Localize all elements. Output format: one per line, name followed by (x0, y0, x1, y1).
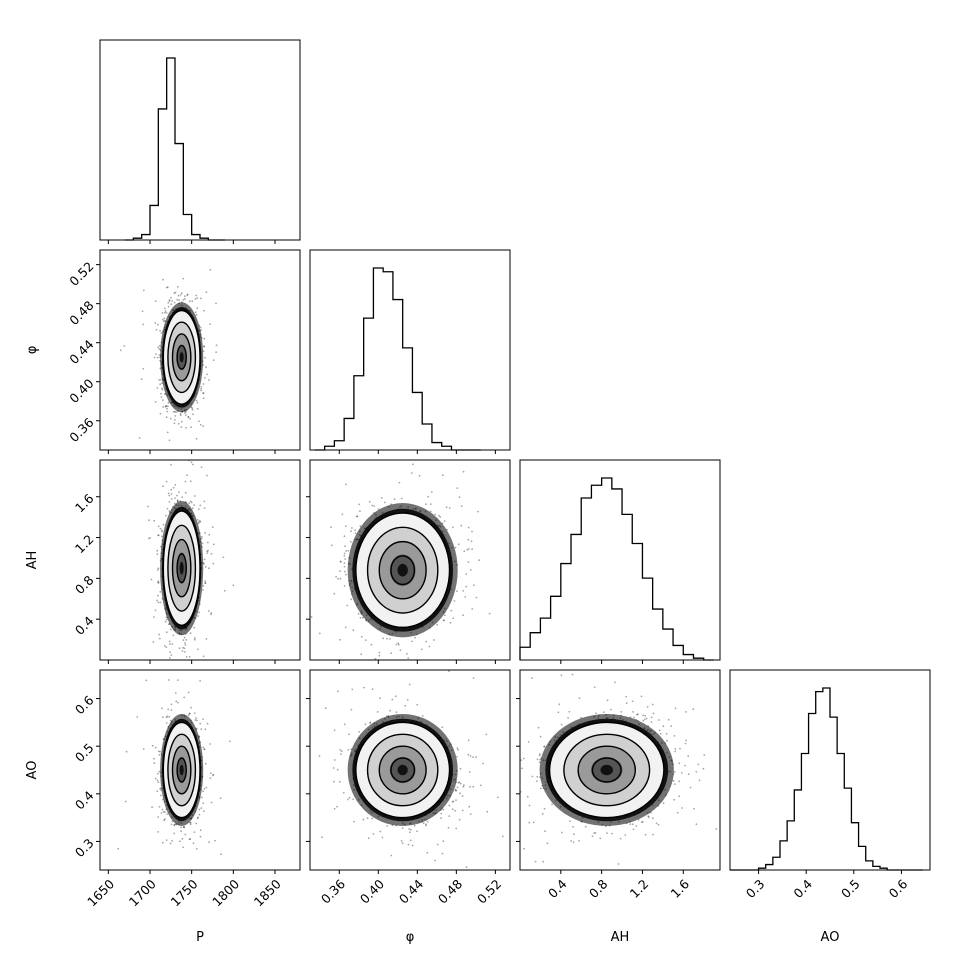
contour-line (390, 555, 416, 586)
contour-line (577, 745, 637, 795)
density-fills (163, 511, 201, 626)
density-panel-ah-ao (519, 669, 721, 871)
contour-line (591, 757, 622, 783)
y-tick-label: 0.4 (72, 613, 97, 638)
contour-lines (162, 309, 201, 405)
panel-frame (99, 459, 301, 661)
contour-line (390, 757, 416, 783)
histogram-step-line (519, 477, 714, 661)
histogram-p (99, 39, 301, 241)
histogram-ao (729, 669, 931, 871)
y-tick-label: 0.44 (66, 337, 96, 367)
contour-line (176, 344, 187, 370)
x-axis-label-ah: AH (611, 930, 630, 945)
x-axis-label-phi: φ (406, 930, 415, 945)
density-panel-phi-ao (309, 669, 511, 871)
contour-lines (162, 721, 201, 819)
y-tick-label: 0.40 (66, 376, 96, 406)
contour-line (171, 745, 192, 795)
x-tick-label: 0.3 (743, 876, 768, 901)
density-panel-p-ah (99, 459, 301, 661)
density-fills (163, 310, 201, 405)
histogram-step-line (314, 267, 481, 451)
y-tick-label: 0.3 (72, 835, 97, 860)
histogram-ah (519, 459, 721, 661)
panel-frame (309, 669, 511, 871)
contour-line (162, 309, 201, 405)
contour-line (176, 757, 187, 783)
contour-line (162, 510, 201, 627)
contour-line (355, 512, 451, 629)
contour-line (176, 553, 187, 584)
x-tick-label: 0.40 (357, 876, 387, 906)
y-tick-label: 0.4 (72, 788, 97, 813)
panel-frame (519, 459, 721, 661)
x-tick-label: 0.52 (474, 876, 504, 906)
contour-line (548, 721, 665, 819)
contour-line (171, 538, 192, 598)
contour-line (563, 733, 651, 807)
histogram-step-line (125, 57, 225, 241)
panel-frame (309, 249, 511, 451)
contour-line (167, 524, 197, 612)
contour-line (167, 321, 197, 394)
panel-frame (99, 669, 301, 871)
y-tick-label: 1.2 (72, 532, 97, 557)
x-tick-label: 0.4 (790, 876, 815, 901)
y-tick-label: 0.36 (66, 415, 96, 445)
x-tick-label: 0.8 (586, 876, 611, 901)
x-axis-label-p: P (196, 930, 204, 945)
density-panel-p-phi (99, 249, 301, 451)
y-tick-label: 0.8 (72, 572, 97, 597)
contour-line (366, 733, 439, 807)
histogram-step-line (730, 687, 923, 871)
contour-line (167, 733, 197, 807)
contour-line (378, 540, 427, 600)
contour-lines (162, 510, 201, 627)
contour-line (355, 721, 451, 819)
x-tick-label: 1850 (251, 876, 284, 909)
panel-frame (309, 459, 511, 661)
contour-line (366, 526, 439, 614)
x-tick-label: 0.5 (838, 876, 863, 901)
y-tick-label: 0.52 (66, 259, 96, 289)
x-tick-label: 0.4 (545, 876, 570, 901)
contour-lines (355, 512, 451, 629)
panel-frame (519, 669, 721, 871)
y-tick-label: 0.6 (72, 693, 97, 718)
panel-frame (99, 39, 301, 241)
y-tick-label: 0.5 (72, 740, 97, 765)
x-tick-label: 1650 (84, 876, 117, 909)
x-tick-label: 0.36 (318, 876, 348, 906)
contour-line (171, 333, 192, 382)
y-axis-label-phi: φ (25, 346, 40, 355)
x-tick-label: 0.48 (435, 876, 465, 906)
x-tick-label: 0.6 (886, 876, 911, 901)
contour-line (162, 721, 201, 819)
y-tick-label: 0.48 (66, 298, 96, 328)
density-panel-p-ao (99, 669, 301, 871)
x-tick-label: 0.44 (396, 876, 426, 906)
contour-line (378, 745, 427, 795)
density-fills (163, 722, 201, 818)
x-tick-label: 1.2 (627, 876, 652, 901)
x-tick-label: 1.6 (667, 876, 692, 901)
density-fills (355, 513, 450, 628)
contour-lines (355, 721, 451, 819)
contour-lines (548, 721, 665, 819)
density-panel-phi-ah (309, 459, 511, 661)
y-axis-label-ao: AO (25, 761, 40, 780)
x-tick-label: 1700 (126, 876, 159, 909)
y-tick-label: 1.6 (72, 491, 97, 516)
density-fills (355, 722, 450, 818)
x-axis-label-ao: AO (821, 930, 840, 945)
histogram-phi (309, 249, 511, 451)
y-axis-label-ah: AH (25, 551, 40, 570)
x-tick-label: 1750 (167, 876, 200, 909)
x-tick-label: 1800 (209, 876, 242, 909)
panel-frame (99, 249, 301, 451)
density-fills (549, 722, 664, 818)
